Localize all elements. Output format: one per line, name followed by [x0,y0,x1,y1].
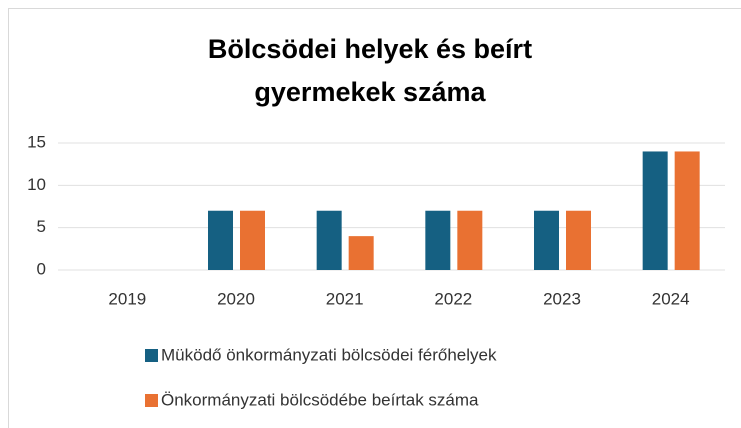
bar [240,210,265,270]
bar [348,236,374,270]
bar [425,210,451,270]
y-tick-label: 5 [37,217,46,236]
bar [208,210,233,270]
y-tick-label: 15 [27,132,46,151]
x-tick-label: 2022 [434,289,472,308]
legend-label: Müködő önkormányzati bölcsödei férőhelye… [161,345,497,364]
bar [674,151,700,270]
chart-border [8,8,741,428]
x-tick-label: 2024 [652,289,690,308]
x-tick-label: 2019 [108,289,146,308]
y-tick-label: 10 [27,175,46,194]
bar [642,151,668,270]
x-tick-label: 2023 [543,289,581,308]
bar [457,210,483,270]
y-tick-label: 0 [37,259,46,278]
bar [316,210,342,270]
legend-swatch [145,349,158,362]
x-tick-label: 2021 [326,289,364,308]
legend-swatch [145,394,158,407]
legend-label: Önkormányzati bölcsödébe beírtak száma [161,390,479,409]
x-tick-label: 2020 [217,289,255,308]
chart-title: Bölcsödei helyek és beírt gyermekek szám… [207,34,533,107]
bar [566,210,591,270]
bar [534,210,559,270]
